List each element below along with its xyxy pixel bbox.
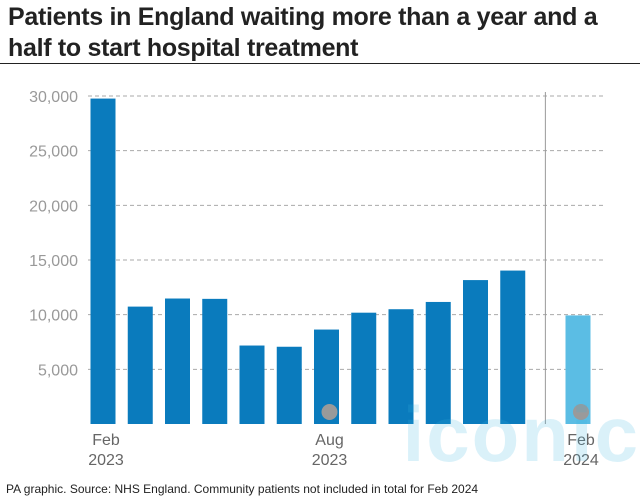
bar-oct-2023 <box>388 309 414 424</box>
x-tick-markers <box>321 404 589 420</box>
bar-sep-2023 <box>351 312 377 424</box>
bar-jun-2023 <box>239 345 265 424</box>
bar-dec-2023 <box>463 280 488 424</box>
x-tick-label-year: 2024 <box>563 452 599 469</box>
x-tick-marker <box>573 404 589 420</box>
bar-chart: 5,000 10,000 15,000 20,000 25,000 30,000 Feb 2… <box>29 89 606 469</box>
bar-nov-2023 <box>425 301 451 424</box>
x-tick-label-month: Feb <box>92 432 120 449</box>
title-divider <box>0 63 640 64</box>
y-axis-tick-labels: 5,000 10,000 15,000 20,000 25,000 30,000 <box>29 89 78 379</box>
source-note: PA graphic. Source: NHS England. Communi… <box>6 482 479 496</box>
y-tick-label: 15,000 <box>29 253 78 270</box>
x-tick-label-month: Aug <box>315 432 343 449</box>
chart-title: Patients in England waiting more than a … <box>8 3 598 62</box>
bar-jan-2024 <box>500 270 526 424</box>
x-tick-marker <box>321 404 338 420</box>
bar-apr-2023 <box>165 298 190 424</box>
bar-may-2023 <box>202 298 228 424</box>
x-tick-label-year: 2023 <box>312 452 348 469</box>
y-tick-label: 5,000 <box>38 362 78 379</box>
y-tick-label: 10,000 <box>29 308 78 325</box>
y-tick-label: 30,000 <box>29 89 78 106</box>
x-axis-tick-labels: Feb 2023 Aug 2023 Feb 2024 <box>88 432 599 469</box>
bar-feb-2023 <box>90 98 116 424</box>
bars <box>90 98 591 424</box>
bar-jul-2023 <box>276 346 302 424</box>
x-tick-label-year: 2023 <box>88 452 124 469</box>
bar-mar-2023 <box>127 306 153 424</box>
x-tick-label-month: Feb <box>567 432 595 449</box>
y-tick-label: 20,000 <box>29 198 78 215</box>
y-tick-label: 25,000 <box>29 144 78 161</box>
